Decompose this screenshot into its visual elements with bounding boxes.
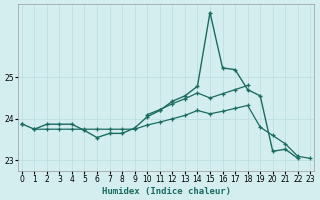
X-axis label: Humidex (Indice chaleur): Humidex (Indice chaleur) — [101, 187, 231, 196]
